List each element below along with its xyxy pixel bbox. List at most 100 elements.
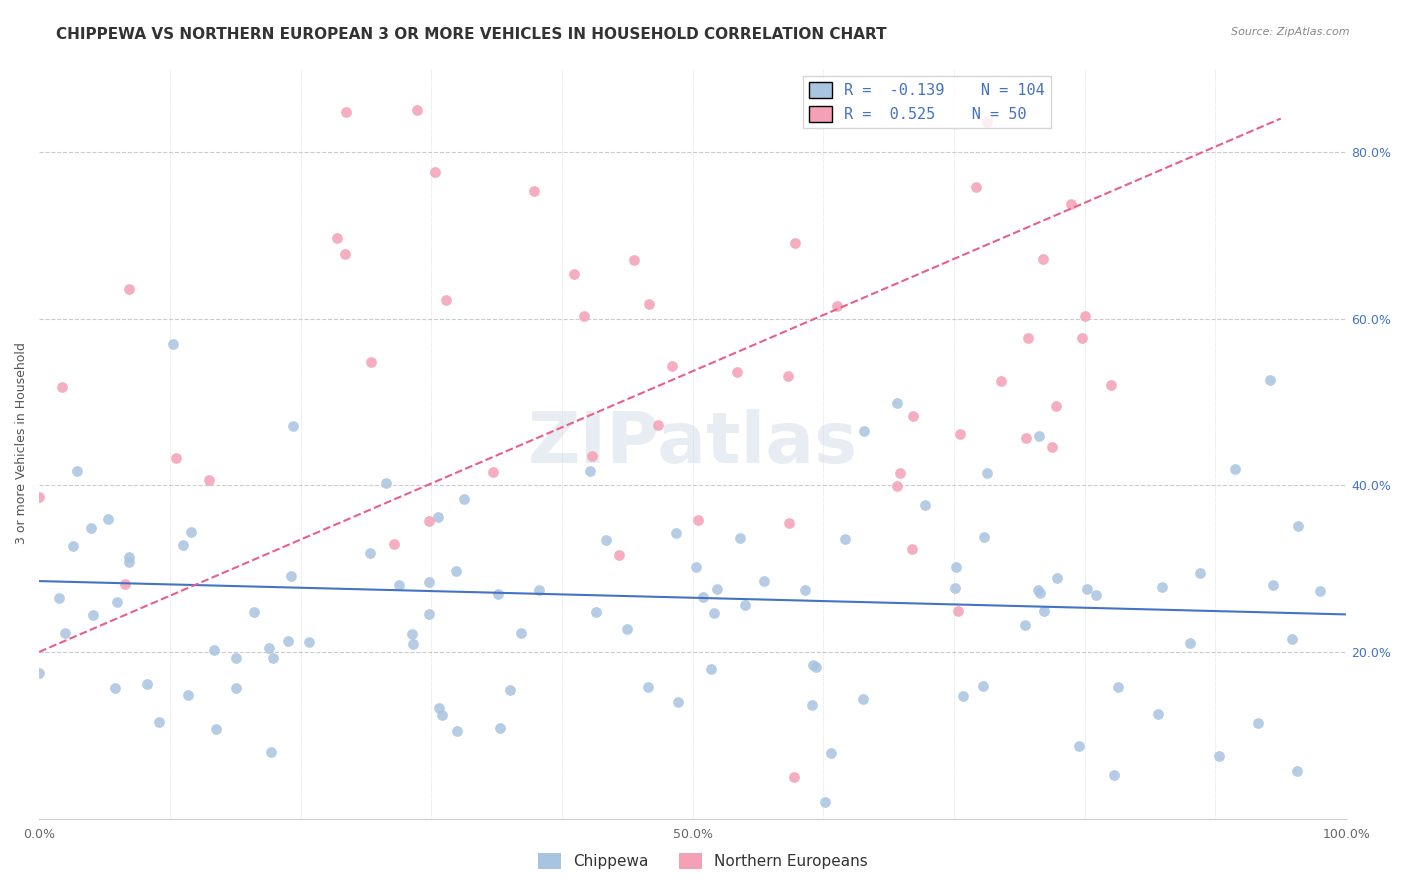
Point	[666, 695, 689, 709]
Point	[243, 605, 266, 619]
Point	[280, 569, 302, 583]
Point	[225, 681, 247, 695]
Point	[1070, 331, 1092, 345]
Point	[402, 637, 425, 651]
Point	[965, 180, 987, 194]
Point	[973, 530, 995, 544]
Point	[647, 418, 669, 433]
Point	[638, 297, 661, 311]
Point	[699, 662, 721, 676]
Point	[177, 688, 200, 702]
Point	[778, 516, 800, 530]
Point	[418, 607, 440, 622]
Point	[446, 724, 468, 739]
Point	[488, 721, 510, 735]
Point	[1281, 632, 1303, 646]
Y-axis label: 3 or more Vehicles in Household: 3 or more Vehicles in Household	[15, 343, 28, 544]
Point	[820, 746, 842, 760]
Point	[703, 606, 725, 620]
Point	[97, 511, 120, 525]
Point	[1015, 431, 1038, 445]
Point	[114, 576, 136, 591]
Point	[53, 626, 76, 640]
Point	[783, 235, 806, 250]
Point	[595, 533, 617, 547]
Point	[387, 578, 409, 592]
Point	[1040, 440, 1063, 454]
Point	[427, 700, 450, 714]
Point	[432, 708, 454, 723]
Point	[262, 651, 284, 665]
Point	[579, 464, 602, 478]
Point	[529, 582, 551, 597]
Point	[1060, 197, 1083, 211]
Point	[1067, 739, 1090, 754]
Point	[574, 309, 596, 323]
Point	[1099, 377, 1122, 392]
Point	[1032, 252, 1054, 266]
Point	[277, 633, 299, 648]
Point	[976, 466, 998, 480]
Point	[105, 595, 128, 609]
Point	[326, 231, 349, 245]
Legend: R =  -0.139    N = 104, R =  0.525    N = 50: R = -0.139 N = 104, R = 0.525 N = 50	[803, 76, 1050, 128]
Point	[281, 419, 304, 434]
Point	[118, 282, 141, 296]
Point	[406, 103, 429, 118]
Point	[1223, 461, 1246, 475]
Point	[418, 575, 440, 590]
Text: ZIPatlas: ZIPatlas	[527, 409, 858, 478]
Point	[706, 582, 728, 596]
Point	[1309, 584, 1331, 599]
Point	[801, 658, 824, 673]
Point	[260, 745, 283, 759]
Point	[335, 104, 357, 119]
Point	[136, 677, 159, 691]
Point	[375, 476, 398, 491]
Point	[180, 524, 202, 539]
Point	[523, 184, 546, 198]
Point	[607, 549, 630, 563]
Point	[1076, 582, 1098, 596]
Point	[148, 714, 170, 729]
Point	[62, 540, 84, 554]
Point	[202, 642, 225, 657]
Point	[728, 531, 751, 545]
Point	[754, 574, 776, 589]
Point	[1045, 399, 1067, 413]
Legend: Chippewa, Northern Europeans: Chippewa, Northern Europeans	[531, 847, 875, 875]
Point	[48, 591, 70, 605]
Point	[946, 604, 969, 618]
Point	[1029, 586, 1052, 600]
Point	[482, 465, 505, 479]
Point	[901, 541, 924, 556]
Point	[434, 293, 457, 307]
Point	[225, 650, 247, 665]
Point	[637, 680, 659, 694]
Point	[104, 681, 127, 695]
Point	[685, 559, 707, 574]
Point	[1247, 716, 1270, 731]
Point	[943, 581, 966, 595]
Point	[661, 359, 683, 374]
Point	[360, 354, 382, 368]
Point	[972, 679, 994, 693]
Point	[1286, 764, 1309, 778]
Point	[990, 374, 1012, 388]
Point	[725, 365, 748, 379]
Point	[585, 605, 607, 619]
Point	[1074, 309, 1097, 323]
Point	[66, 464, 89, 478]
Text: CHIPPEWA VS NORTHERN EUROPEAN 3 OR MORE VEHICLES IN HOUSEHOLD CORRELATION CHART: CHIPPEWA VS NORTHERN EUROPEAN 3 OR MORE …	[56, 27, 887, 42]
Point	[976, 115, 998, 129]
Point	[783, 770, 806, 784]
Point	[499, 682, 522, 697]
Point	[197, 473, 219, 487]
Point	[423, 165, 446, 179]
Point	[205, 722, 228, 736]
Point	[1178, 636, 1201, 650]
Point	[776, 368, 799, 383]
Point	[901, 409, 924, 423]
Point	[82, 607, 104, 622]
Point	[1188, 566, 1211, 580]
